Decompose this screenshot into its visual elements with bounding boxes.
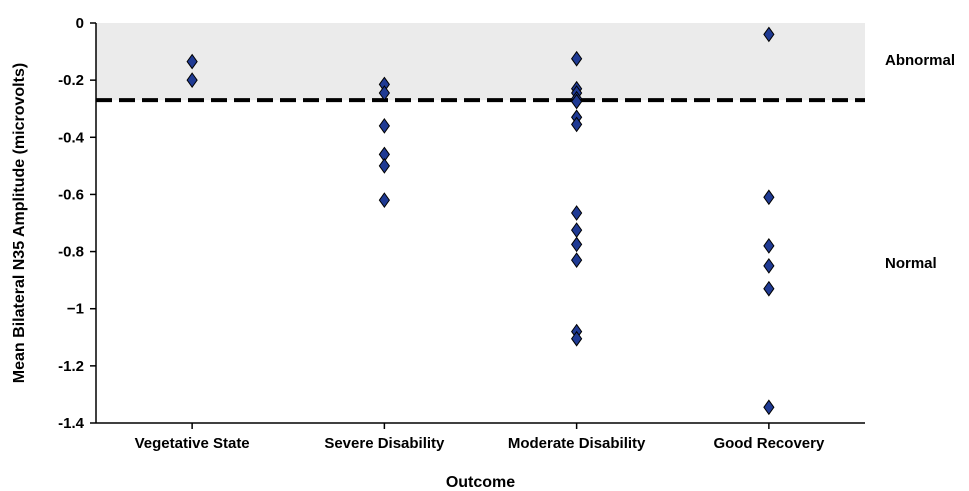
y-tick-label: -1.4: [58, 415, 85, 432]
data-point: [378, 117, 390, 134]
data-point: [378, 85, 390, 101]
data-point: [378, 192, 390, 209]
data-point: [763, 257, 775, 274]
y-axis-title: Mean Bilateral N35 Amplitude (microvolts…: [11, 63, 28, 383]
data-point: [571, 222, 583, 239]
x-tick-label: Good Recovery: [713, 435, 825, 452]
x-tick-label: Moderate Disability: [508, 435, 646, 452]
data-point: [571, 205, 583, 221]
y-tick-label: 0: [76, 15, 84, 32]
abnormal-zone-shading: [96, 23, 865, 101]
data-point: [571, 236, 583, 253]
y-tick-label: -0.2: [58, 72, 84, 89]
data-point: [571, 116, 583, 133]
data-point: [763, 26, 775, 43]
data-point: [571, 93, 583, 110]
x-axis-title: Outcome: [446, 474, 515, 491]
data-point: [763, 399, 775, 416]
x-tick-label: Severe Disability: [324, 435, 445, 452]
data-point: [763, 280, 775, 297]
y-axis-ticks: 0 -0.2 -0.4 -0.6 -0.8 −1 -1.2 -1.4: [58, 15, 96, 432]
data-point: [763, 237, 775, 254]
y-tick-label: -1.2: [58, 358, 84, 375]
y-tick-label: -0.8: [58, 244, 84, 261]
data-point: [186, 53, 198, 70]
data-point: [763, 189, 775, 206]
y-tick-label: −1: [67, 301, 84, 318]
data-point: [571, 330, 583, 347]
data-point: [378, 157, 390, 174]
data-point: [186, 72, 198, 89]
x-axis-ticks: Vegetative State Severe Disability Moderat…: [135, 423, 825, 452]
data-point: [571, 252, 583, 269]
data-points: [186, 26, 775, 416]
y-tick-label: -0.4: [58, 129, 85, 146]
y-tick-label: -0.6: [58, 186, 84, 203]
data-point: [571, 50, 583, 67]
zone-label-abnormal: Abnormal: [885, 52, 955, 69]
zone-label-normal: Normal: [885, 255, 937, 272]
x-tick-label: Vegetative State: [135, 435, 250, 452]
